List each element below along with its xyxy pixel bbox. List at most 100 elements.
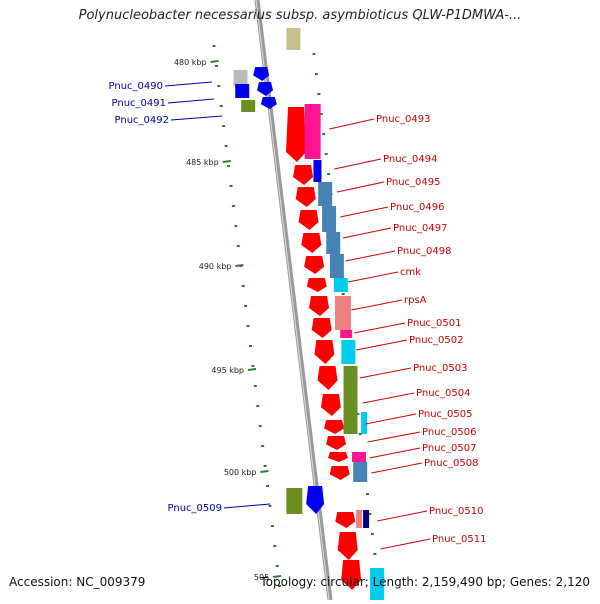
gene-block-olive — [241, 100, 256, 112]
track-dot — [358, 433, 362, 435]
track-dot — [231, 205, 235, 207]
track-dot — [368, 513, 372, 515]
cds-arrow-red — [309, 296, 330, 316]
leader-line — [342, 227, 392, 239]
cds-arrow-red — [311, 318, 332, 338]
track-dot — [273, 545, 277, 547]
accession-text: Accession: NC_009379 — [9, 575, 146, 589]
gene-label-pnuc_0501: Pnuc_0501 — [407, 318, 461, 329]
track-dot — [319, 113, 323, 115]
gene-label-pnuc_0506: Pnuc_0506 — [422, 427, 476, 438]
gene-block-steelblue — [353, 462, 368, 482]
leader-line — [359, 367, 412, 379]
gene-label-pnuc_0494: Pnuc_0494 — [383, 154, 437, 165]
leader-line — [380, 538, 431, 550]
track-dot — [266, 485, 270, 487]
gene-block-cyan — [370, 568, 385, 600]
track-dot — [222, 125, 226, 127]
leader-line — [377, 510, 428, 522]
gene-arrow-blue — [253, 67, 270, 81]
cds-arrow-red — [337, 532, 358, 560]
track-dot — [366, 493, 370, 495]
cds-arrow-red — [293, 165, 314, 185]
track-dot — [317, 93, 321, 95]
cds-arrow-red — [304, 256, 325, 274]
gene-label-pnuc_0503: Pnuc_0503 — [413, 363, 467, 374]
kbp-tick — [260, 470, 269, 473]
gene-block-magenta — [340, 330, 353, 338]
gene-block-blue — [235, 84, 250, 98]
leader-line — [345, 250, 396, 262]
gene-arrow-blue — [260, 97, 277, 109]
gene-block-tan — [286, 28, 301, 50]
track-dot — [219, 105, 223, 107]
gene-label-pnuc_0490: Pnuc_0490 — [109, 81, 163, 92]
kbp-ticks-layer: 480 kbp 485 kbp 490 kbp 495 kbp 500 kbp 505 — [174, 58, 282, 582]
gene-label-pnuc_0495: Pnuc_0495 — [386, 177, 440, 188]
cds-arrow-red — [317, 366, 338, 390]
track-dot — [244, 305, 248, 307]
leader-line — [164, 81, 213, 87]
cds-arrow-red — [298, 210, 319, 230]
gene-label-pnuc_0510: Pnuc_0510 — [429, 506, 483, 517]
cds-arrow-red — [329, 466, 350, 480]
track-dot — [341, 293, 345, 295]
cds-arrow-red — [327, 452, 348, 462]
kbp-tick-label: 490 kbp — [199, 262, 232, 271]
gene-block-cyan — [341, 340, 356, 364]
leader-line — [167, 98, 215, 104]
gene-block-navy — [363, 510, 370, 528]
leader-line — [347, 271, 399, 283]
cds-arrow-red — [326, 436, 347, 450]
leader-line — [371, 462, 423, 474]
track-dot — [324, 153, 328, 155]
leader-line — [351, 299, 403, 311]
gene-arrow-blue — [306, 486, 325, 514]
leader-line — [354, 322, 406, 334]
track-dot — [258, 425, 262, 427]
track-dot — [263, 465, 267, 467]
kbp-tick — [247, 368, 257, 371]
kbp-tick — [222, 160, 231, 163]
genome-summary-text: Topology: circular; Length: 2,159,490 bp… — [260, 575, 590, 589]
kbp-tick — [210, 60, 219, 63]
track-dot — [327, 173, 331, 175]
leader-line — [329, 118, 375, 130]
track-dot — [241, 285, 245, 287]
gene-block-blue — [313, 160, 322, 182]
track-dot — [251, 365, 255, 367]
gene-label-pnuc_0492: Pnuc_0492 — [115, 115, 169, 126]
gene-arrow-blue — [256, 82, 273, 96]
gene-block-salmon — [335, 296, 352, 330]
track-dot — [275, 565, 279, 567]
track-dot — [248, 345, 252, 347]
cds-arrow-red — [295, 187, 316, 207]
gene-label-pnuc_0508: Pnuc_0508 — [424, 458, 478, 469]
leader-line — [334, 158, 382, 170]
gene-label-pnuc_0509: Pnuc_0509 — [168, 503, 222, 514]
track-dot — [214, 65, 218, 67]
track-dot — [217, 85, 221, 87]
gene-block-olive — [286, 488, 303, 514]
cds-arrow-red — [320, 394, 341, 416]
track-dot — [234, 225, 238, 227]
track-dot — [373, 553, 377, 555]
gene-block-steelblue — [322, 206, 337, 232]
leader-line — [356, 339, 408, 351]
gene-block-steelblue — [326, 232, 341, 254]
leader-line — [337, 181, 385, 193]
track-dot — [270, 525, 274, 527]
track-dot — [212, 45, 216, 47]
track-dot — [229, 185, 233, 187]
track-dot — [322, 133, 326, 135]
gene-label-pnuc_0493: Pnuc_0493 — [376, 114, 430, 125]
gene-label-pnuc_0497: Pnuc_0497 — [393, 223, 447, 234]
kbp-tick — [273, 575, 282, 578]
track-dot — [356, 413, 360, 415]
leader-line — [223, 503, 271, 509]
gene-block-cyan — [333, 278, 348, 292]
track-dot — [278, 585, 282, 587]
track-dot — [370, 533, 374, 535]
